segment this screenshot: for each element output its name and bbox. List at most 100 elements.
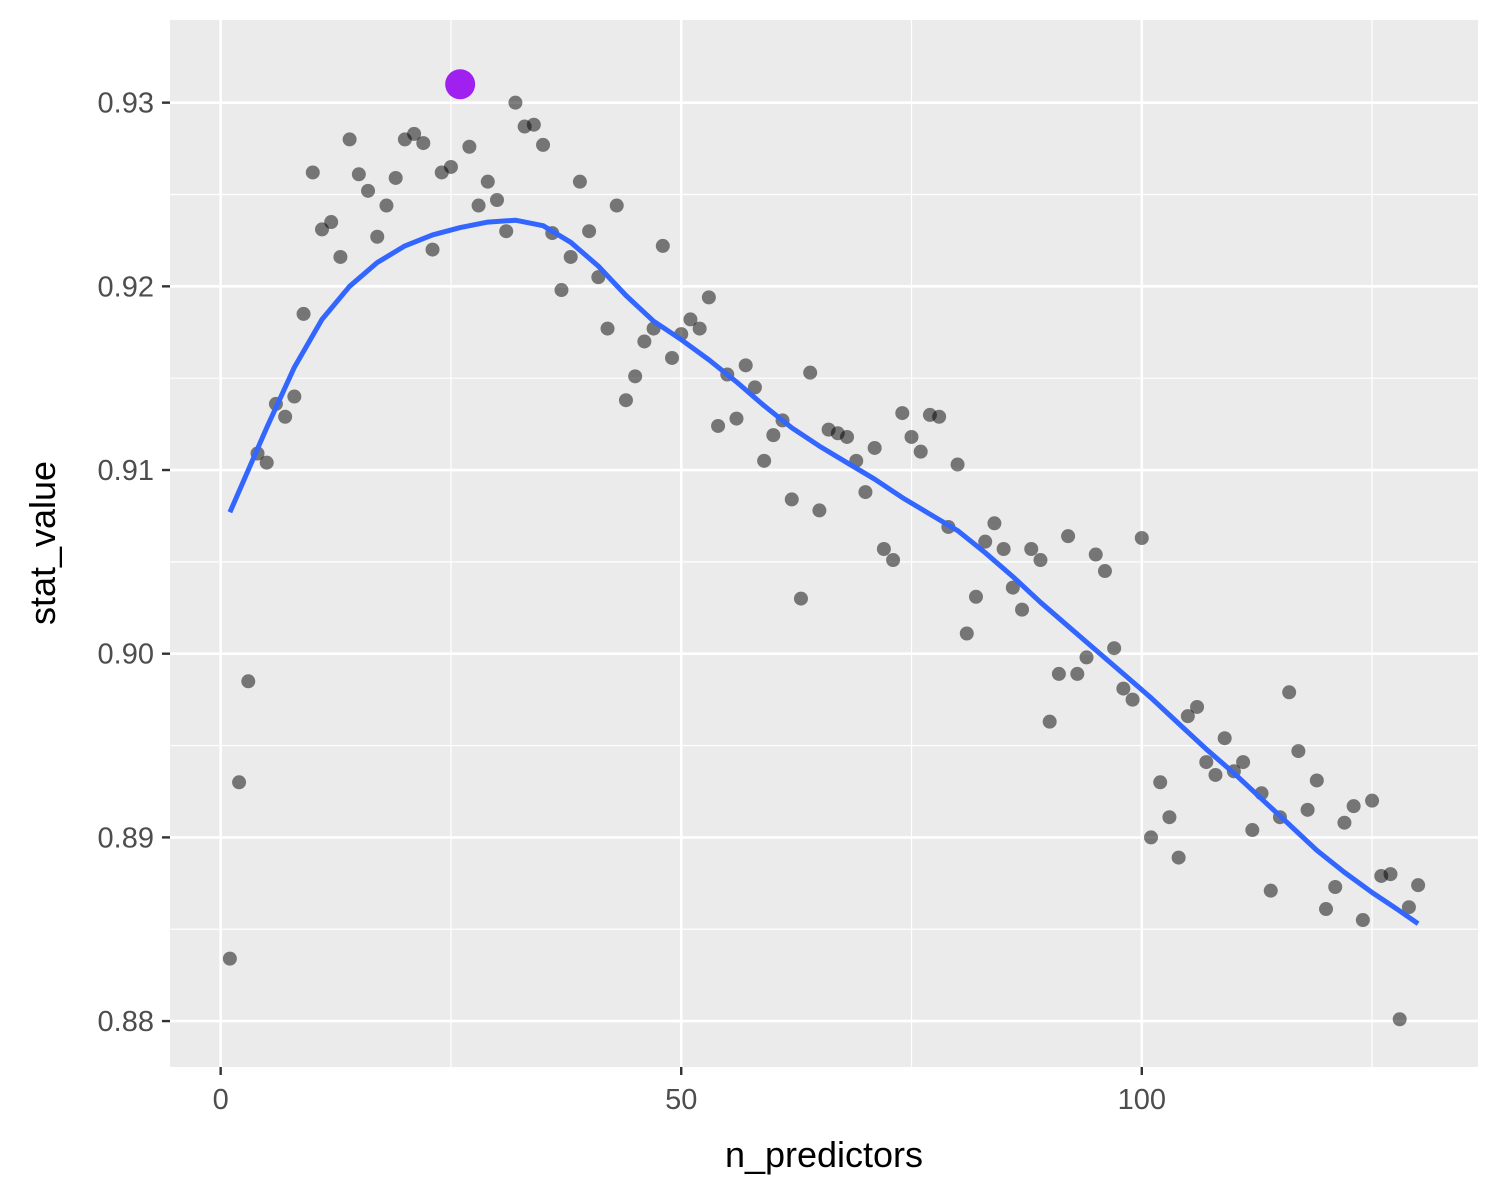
data-point — [563, 249, 578, 264]
data-point — [858, 485, 873, 500]
data-point — [1015, 602, 1030, 617]
data-point — [1300, 802, 1315, 817]
data-point — [968, 589, 983, 604]
data-point — [618, 393, 633, 408]
data-point — [572, 174, 587, 189]
data-point — [711, 418, 726, 433]
data-point — [1401, 900, 1416, 915]
data-point — [1365, 793, 1380, 808]
data-point — [1236, 755, 1251, 770]
x-tick-label: 50 — [665, 1084, 697, 1116]
data-point — [1319, 902, 1334, 917]
data-point — [379, 198, 394, 213]
data-point — [471, 198, 486, 213]
data-point — [757, 453, 772, 468]
data-point — [370, 229, 385, 244]
data-point — [526, 117, 541, 132]
data-point — [1070, 666, 1085, 681]
data-point — [637, 334, 652, 349]
data-point — [1411, 878, 1426, 893]
data-point — [1392, 1012, 1407, 1027]
data-point — [665, 350, 680, 365]
data-point — [1125, 692, 1140, 707]
data-point — [655, 238, 670, 253]
data-point — [278, 409, 293, 424]
data-point — [1079, 650, 1094, 665]
data-point — [1208, 767, 1223, 782]
data-point — [1051, 666, 1066, 681]
data-point — [1190, 699, 1205, 714]
smooth-trend-line — [227, 217, 1420, 926]
data-point — [766, 428, 781, 443]
minor-gridlines — [170, 20, 1478, 1067]
data-point — [867, 440, 882, 455]
data-point — [1199, 755, 1214, 770]
data-point — [351, 167, 366, 182]
data-point — [1061, 529, 1076, 544]
data-point — [287, 389, 302, 404]
data-point — [582, 224, 597, 239]
data-point — [1355, 913, 1370, 928]
data-point — [803, 365, 818, 380]
data-point — [1134, 530, 1149, 545]
data-point — [222, 951, 237, 966]
data-point — [416, 136, 431, 151]
data-point — [1245, 823, 1260, 838]
data-point — [1116, 681, 1131, 696]
data-point — [913, 444, 928, 459]
data-point — [793, 591, 808, 606]
y-tick-label: 0.90 — [98, 639, 154, 671]
data-point — [701, 290, 716, 305]
data-point — [886, 553, 901, 568]
y-tick-label: 0.93 — [98, 88, 154, 120]
data-point — [609, 198, 624, 213]
data-point — [978, 534, 993, 549]
data-point — [747, 380, 762, 395]
y-tick-label: 0.88 — [98, 1006, 154, 1038]
data-point — [490, 193, 504, 208]
y-axis-ticks: 0.88 0.89 0.90 0.91 0.92 0.93 — [98, 88, 170, 1038]
data-point — [876, 542, 891, 557]
data-point — [812, 503, 827, 518]
data-point — [1309, 773, 1324, 788]
x-axis-ticks: 0 50 100 — [213, 1067, 1166, 1116]
data-point — [425, 242, 440, 257]
data-point — [932, 409, 947, 424]
highlight-point — [445, 69, 476, 100]
data-point — [950, 457, 965, 472]
data-point — [1282, 685, 1297, 700]
data-point — [342, 132, 357, 147]
data-point — [499, 224, 514, 239]
data-point — [1033, 553, 1048, 568]
data-point — [692, 321, 707, 336]
data-point — [1263, 883, 1278, 898]
data-point — [1217, 731, 1232, 746]
data-point — [259, 455, 274, 470]
data-point — [333, 249, 348, 264]
data-point — [987, 516, 1002, 531]
data-point — [1162, 810, 1177, 825]
data-point — [895, 406, 910, 421]
data-point — [241, 674, 256, 689]
data-point — [1171, 850, 1186, 865]
data-point — [232, 775, 247, 790]
data-point — [1107, 641, 1122, 656]
data-point — [683, 312, 698, 327]
data-point — [1153, 775, 1168, 790]
data-point — [904, 429, 919, 444]
x-tick-label: 0 — [213, 1084, 229, 1116]
data-point — [600, 321, 615, 336]
y-axis-title: stat_value — [22, 461, 63, 625]
data-point — [361, 183, 376, 198]
data-point — [480, 174, 495, 189]
data-point — [1144, 830, 1158, 845]
plot-panel — [170, 20, 1478, 1067]
data-point — [1088, 547, 1103, 562]
data-point — [1291, 744, 1306, 759]
data-point — [324, 215, 339, 230]
x-axis-title: n_predictors — [725, 1134, 923, 1175]
data-point — [1180, 709, 1195, 724]
data-point — [1005, 580, 1020, 595]
data-point — [996, 542, 1011, 557]
